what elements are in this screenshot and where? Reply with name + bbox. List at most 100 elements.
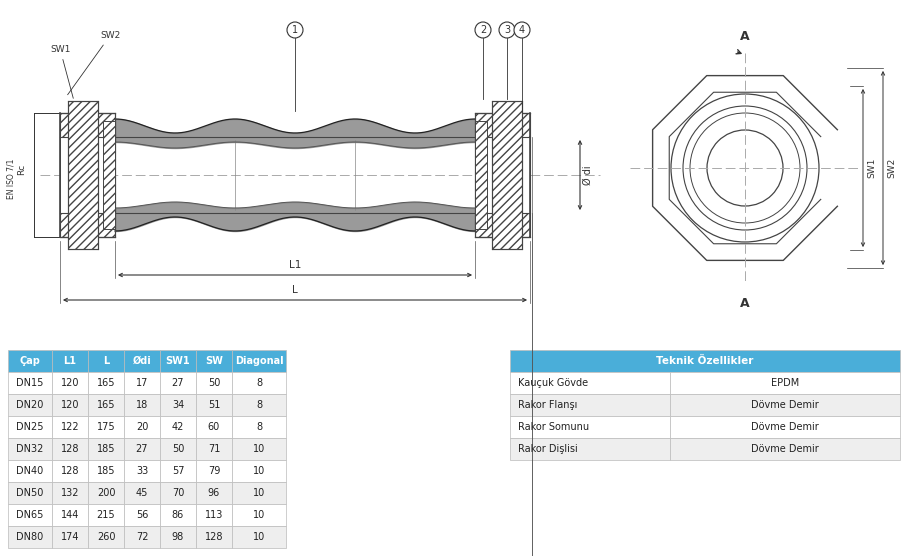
Bar bbox=[510, 372, 670, 394]
Circle shape bbox=[475, 22, 491, 38]
Bar bbox=[160, 350, 196, 372]
Text: A: A bbox=[740, 297, 750, 310]
Text: DN15: DN15 bbox=[16, 378, 44, 388]
Bar bbox=[232, 416, 286, 438]
Text: L1: L1 bbox=[289, 260, 301, 270]
Text: 50: 50 bbox=[172, 444, 184, 454]
Bar bbox=[88, 504, 124, 526]
Bar bbox=[52, 372, 88, 394]
Bar bbox=[52, 438, 88, 460]
Text: 120: 120 bbox=[61, 378, 79, 388]
Bar bbox=[124, 460, 160, 482]
Bar bbox=[88, 438, 124, 460]
Text: 1: 1 bbox=[292, 25, 298, 35]
Bar bbox=[52, 504, 88, 526]
Text: SW1: SW1 bbox=[867, 158, 876, 178]
Text: 27: 27 bbox=[136, 444, 148, 454]
Text: SW2: SW2 bbox=[887, 158, 896, 178]
Bar bbox=[60, 137, 115, 213]
Text: Rakor Dişlisi: Rakor Dişlisi bbox=[518, 444, 577, 454]
Bar bbox=[8, 460, 52, 482]
Text: 128: 128 bbox=[204, 532, 223, 542]
Bar bbox=[88, 482, 124, 504]
Text: 27: 27 bbox=[172, 378, 184, 388]
Text: 98: 98 bbox=[172, 532, 184, 542]
Text: DN32: DN32 bbox=[16, 444, 44, 454]
Text: SW1: SW1 bbox=[165, 356, 191, 366]
Bar bbox=[8, 438, 52, 460]
Bar bbox=[232, 460, 286, 482]
Text: 33: 33 bbox=[136, 466, 148, 476]
Text: 128: 128 bbox=[61, 466, 79, 476]
Text: Ø di: Ø di bbox=[583, 165, 593, 185]
Bar bbox=[8, 350, 52, 372]
Bar bbox=[232, 526, 286, 548]
Bar bbox=[232, 438, 286, 460]
Bar bbox=[88, 526, 124, 548]
Text: 165: 165 bbox=[97, 400, 115, 410]
Text: Ødi: Ødi bbox=[133, 356, 152, 366]
Text: DN20: DN20 bbox=[16, 400, 44, 410]
Text: DN50: DN50 bbox=[16, 488, 44, 498]
Bar bbox=[88, 372, 124, 394]
Bar bbox=[52, 482, 88, 504]
Bar bbox=[232, 372, 286, 394]
Text: Dövme Demir: Dövme Demir bbox=[751, 444, 819, 454]
Text: 175: 175 bbox=[96, 422, 115, 432]
Circle shape bbox=[514, 22, 530, 38]
Bar bbox=[88, 460, 124, 482]
Bar bbox=[52, 416, 88, 438]
Text: 86: 86 bbox=[172, 510, 184, 520]
Text: 45: 45 bbox=[136, 488, 148, 498]
Bar bbox=[8, 504, 52, 526]
Text: Rc: Rc bbox=[17, 163, 26, 175]
Bar bbox=[52, 394, 88, 416]
Circle shape bbox=[287, 22, 303, 38]
Text: 8: 8 bbox=[256, 378, 262, 388]
Text: SW: SW bbox=[205, 356, 223, 366]
Text: 8: 8 bbox=[256, 400, 262, 410]
Text: 10: 10 bbox=[252, 532, 265, 542]
Text: 18: 18 bbox=[136, 400, 148, 410]
Bar bbox=[196, 482, 232, 504]
Bar bbox=[124, 394, 160, 416]
Text: 79: 79 bbox=[208, 466, 220, 476]
Circle shape bbox=[671, 94, 819, 242]
Text: Dövme Demir: Dövme Demir bbox=[751, 422, 819, 432]
Bar bbox=[196, 372, 232, 394]
Bar bbox=[52, 526, 88, 548]
Circle shape bbox=[499, 22, 515, 38]
Bar bbox=[88, 416, 124, 438]
Text: Rakor Somunu: Rakor Somunu bbox=[518, 422, 589, 432]
Text: 34: 34 bbox=[172, 400, 184, 410]
Bar bbox=[510, 350, 900, 372]
Text: 51: 51 bbox=[208, 400, 220, 410]
Text: Rakor Flanşı: Rakor Flanşı bbox=[518, 400, 577, 410]
Bar bbox=[124, 482, 160, 504]
Text: 42: 42 bbox=[172, 422, 184, 432]
Bar bbox=[510, 394, 670, 416]
Text: 128: 128 bbox=[61, 444, 79, 454]
Bar bbox=[52, 460, 88, 482]
Bar bbox=[68, 101, 98, 249]
Bar bbox=[160, 526, 196, 548]
Text: 10: 10 bbox=[252, 466, 265, 476]
Text: 4: 4 bbox=[519, 25, 525, 35]
Polygon shape bbox=[653, 76, 837, 260]
Text: 3: 3 bbox=[504, 25, 510, 35]
Bar bbox=[103, 121, 115, 229]
Text: EN ISO 7/1: EN ISO 7/1 bbox=[7, 159, 16, 199]
Bar bbox=[670, 372, 900, 394]
Text: DN65: DN65 bbox=[16, 510, 44, 520]
Text: 165: 165 bbox=[97, 378, 115, 388]
Bar bbox=[670, 438, 900, 460]
Bar bbox=[160, 394, 196, 416]
Text: 57: 57 bbox=[172, 466, 184, 476]
Text: 20: 20 bbox=[136, 422, 148, 432]
Bar bbox=[8, 482, 52, 504]
Text: A: A bbox=[740, 30, 750, 43]
Bar bbox=[196, 504, 232, 526]
Bar bbox=[475, 137, 530, 213]
Text: 200: 200 bbox=[97, 488, 115, 498]
Text: L: L bbox=[292, 285, 298, 295]
